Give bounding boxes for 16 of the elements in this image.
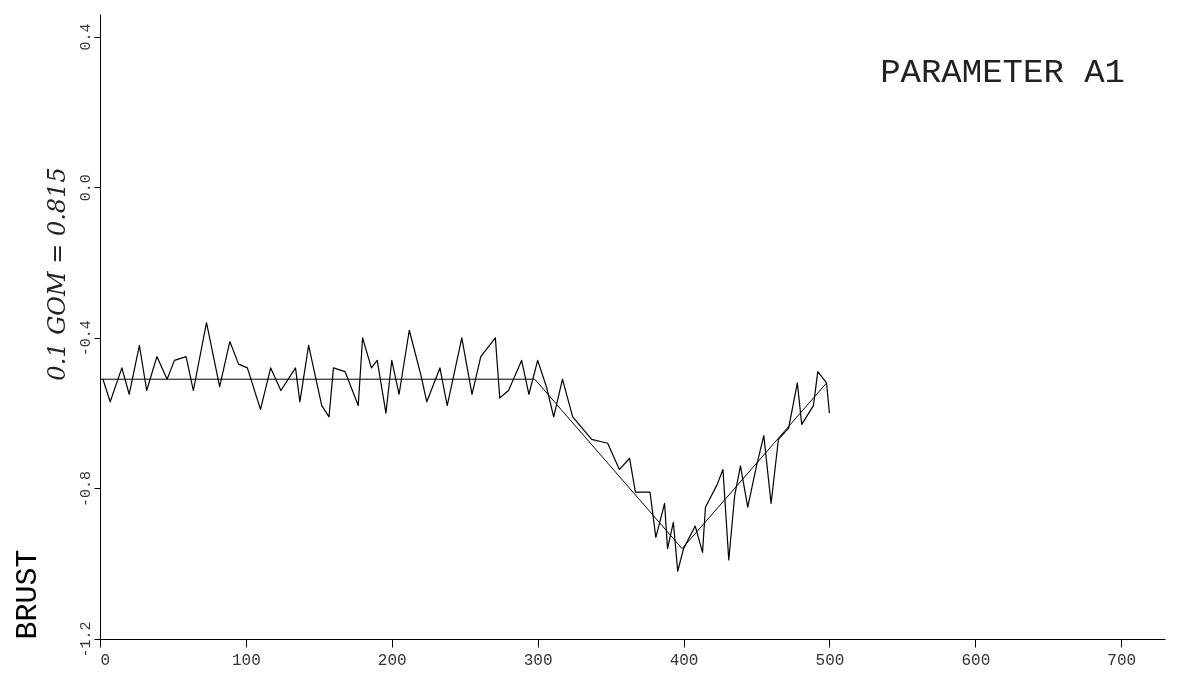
x-tick-label: 200 xyxy=(377,651,407,670)
y-tick-label: 0.4 xyxy=(77,23,95,51)
y-tick-label: -0.8 xyxy=(77,470,95,507)
y-axis-title: BRUST xyxy=(10,549,45,640)
y-tick-label: -1.2 xyxy=(77,621,95,658)
x-tick-label: 500 xyxy=(815,651,845,670)
text: PARAMETER A1 xyxy=(880,54,1125,92)
x-tick-label: 600 xyxy=(961,651,991,670)
x-tick-label: 300 xyxy=(523,651,553,670)
x-tick-label: 700 xyxy=(1107,651,1137,670)
x-tick-label: 0 xyxy=(100,651,111,670)
y-tick-label: -0.4 xyxy=(77,320,95,357)
text: 0.1 GOM = 0.815 xyxy=(43,167,71,381)
x-tick-label: 100 xyxy=(231,651,261,670)
x-tick-label: 400 xyxy=(669,651,699,670)
y-tick-label: 0.0 xyxy=(77,174,95,202)
